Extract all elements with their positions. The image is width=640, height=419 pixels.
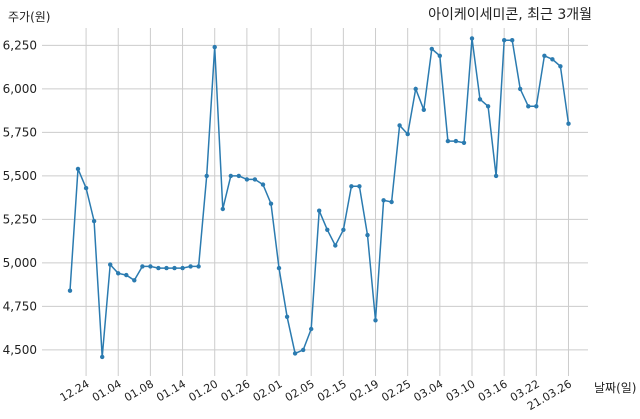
data-point xyxy=(405,131,410,137)
y-tick-label: 5,000 xyxy=(3,256,37,270)
y-tick-labels: 4,500 4,750 5,000 5,250 5,500 5,750 6,000 6,250 xyxy=(3,38,37,357)
data-point xyxy=(429,46,434,52)
data-points xyxy=(67,36,571,360)
grid xyxy=(42,28,588,376)
data-point xyxy=(381,198,386,203)
data-point xyxy=(373,318,378,323)
data-point xyxy=(413,86,418,92)
x-tick-label: 03.04 xyxy=(412,377,446,404)
data-point xyxy=(196,264,201,269)
y-tick-label: 5,750 xyxy=(3,125,37,139)
data-point xyxy=(526,104,531,109)
data-point xyxy=(132,278,137,283)
data-point xyxy=(502,38,507,43)
data-point xyxy=(172,265,177,271)
data-point xyxy=(301,347,306,353)
data-point xyxy=(91,218,97,224)
data-point xyxy=(164,265,169,271)
data-point xyxy=(220,206,225,212)
x-tick-labels: 12.2401.0401.0801.1401.2001.2602.0102.05… xyxy=(58,377,574,413)
data-point xyxy=(558,64,563,69)
data-point xyxy=(260,182,266,187)
y-tick-label: 5,500 xyxy=(3,169,37,183)
y-tick-label: 6,000 xyxy=(3,82,37,96)
data-point xyxy=(268,201,274,206)
data-point xyxy=(421,107,426,113)
x-tick-label: 02.01 xyxy=(251,377,285,404)
data-point xyxy=(534,104,539,109)
data-point xyxy=(188,264,193,269)
data-point xyxy=(156,265,161,271)
data-point xyxy=(124,272,129,278)
data-point xyxy=(397,123,402,128)
data-point xyxy=(357,184,362,189)
x-tick-label: 01.20 xyxy=(186,377,220,404)
data-point xyxy=(252,177,258,182)
data-point xyxy=(83,185,89,191)
data-point xyxy=(212,44,217,50)
data-point xyxy=(276,265,282,271)
data-point xyxy=(140,264,145,269)
data-point xyxy=(453,138,459,144)
data-point xyxy=(228,173,233,179)
data-point xyxy=(445,138,451,144)
data-point xyxy=(100,354,105,360)
x-tick-label: 02.05 xyxy=(283,377,317,404)
y-tick-label: 4,750 xyxy=(3,299,37,313)
data-point xyxy=(518,86,523,92)
x-tick-label: 01.14 xyxy=(154,377,188,404)
x-tick-label: 02.15 xyxy=(315,377,349,404)
data-point xyxy=(204,173,209,179)
data-point xyxy=(469,36,475,41)
series-line xyxy=(69,38,570,357)
data-point xyxy=(309,326,314,332)
data-point xyxy=(75,166,81,172)
data-point xyxy=(236,173,241,179)
data-point xyxy=(550,57,555,62)
data-point xyxy=(317,208,322,213)
x-tick-label: 12.24 xyxy=(58,377,92,404)
data-point xyxy=(389,199,394,205)
data-point xyxy=(461,140,467,145)
y-tick-label: 4,500 xyxy=(3,343,37,357)
chart-title: 아이케이세미콘, 최근 3개월 xyxy=(428,7,592,23)
x-tick-label: 03.16 xyxy=(476,377,510,404)
data-point xyxy=(67,288,73,293)
x-axis-label: 날짜(일) xyxy=(594,381,636,395)
data-point xyxy=(510,38,515,43)
data-point xyxy=(437,53,442,58)
data-point xyxy=(325,227,330,232)
data-point xyxy=(365,232,370,238)
x-tick-label: 02.19 xyxy=(347,377,381,404)
data-point xyxy=(341,227,346,232)
y-tick-label: 5,250 xyxy=(3,212,37,226)
data-point xyxy=(566,121,571,126)
data-point xyxy=(180,265,185,271)
data-point xyxy=(477,97,483,102)
data-point xyxy=(148,264,153,269)
x-tick-label: 01.26 xyxy=(219,377,253,404)
y-axis-label: 주가(원) xyxy=(8,10,50,24)
data-point xyxy=(116,271,121,276)
data-point xyxy=(349,184,354,189)
x-tick-label: 01.04 xyxy=(90,377,124,404)
data-point xyxy=(284,314,290,319)
data-point xyxy=(493,173,499,179)
data-point xyxy=(485,104,491,109)
x-tick-label: 03.10 xyxy=(444,377,478,404)
data-point xyxy=(333,243,338,248)
y-tick-label: 6,250 xyxy=(3,38,37,52)
data-point xyxy=(244,177,250,182)
data-point xyxy=(108,262,113,267)
x-tick-label: 01.08 xyxy=(122,377,156,404)
data-point xyxy=(542,53,547,58)
x-tick-label: 02.25 xyxy=(379,377,413,404)
data-point xyxy=(292,351,298,356)
